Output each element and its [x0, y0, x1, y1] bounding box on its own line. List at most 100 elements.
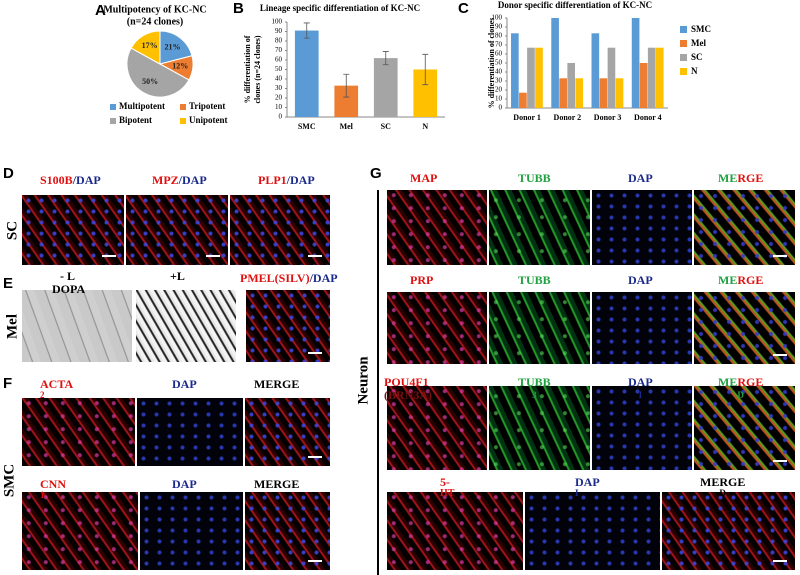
micrograph	[22, 492, 138, 570]
value-label: 12%	[172, 61, 188, 70]
micrograph	[662, 492, 795, 570]
y-axis-label: clones (n=24 clones)	[253, 35, 262, 103]
bar	[413, 69, 438, 117]
caption: TUBB	[518, 274, 551, 287]
error-bar	[303, 22, 310, 39]
caption: MERGE D	[700, 476, 745, 498]
pie-slice	[159, 30, 193, 65]
legend-marker	[680, 54, 687, 61]
error-bar	[422, 53, 429, 86]
legend-label: Bipotent	[119, 115, 152, 125]
legend-marker	[180, 104, 186, 110]
caption-text: DOPA	[52, 282, 86, 296]
caption-text: ACTA	[40, 377, 74, 391]
panel-letter: C	[458, 0, 469, 17]
legend-label: N	[691, 66, 698, 76]
caption: CNN 1	[40, 478, 66, 500]
micrograph	[489, 386, 590, 470]
y-tick-label: 40	[275, 75, 283, 83]
legend-marker	[180, 118, 186, 124]
charts: Multipotency of KC-NC(n=24 clones) 21% Mul…	[103, 0, 711, 131]
caption-text: RGE	[737, 273, 764, 287]
panel-letter: E	[3, 275, 14, 292]
caption-text: S100B	[40, 173, 73, 187]
error-bar	[382, 51, 389, 66]
legend-label: Mel	[691, 38, 706, 48]
x-tick-label: Donor 4	[634, 113, 662, 122]
caption-text: TUBB	[518, 273, 551, 287]
caption: ACTA 2	[40, 378, 73, 400]
caption-text: CNN	[40, 477, 66, 491]
y-tick-label: 20	[495, 86, 503, 94]
x-tick-label: Donor 1	[513, 113, 541, 122]
caption-text: MERGE	[700, 475, 746, 489]
y-tick-label: 50	[495, 59, 503, 67]
bar	[551, 18, 559, 108]
y-tick-label: 80	[275, 37, 283, 45]
micrograph	[387, 190, 487, 265]
caption-text: /DAP	[286, 173, 315, 187]
legend-label: SMC	[691, 24, 711, 34]
caption: MPZ/DAP	[152, 174, 207, 187]
caption: MERGE	[254, 478, 299, 491]
legend-marker	[110, 118, 116, 124]
caption-text: I	[638, 390, 643, 400]
caption-text: ME	[718, 273, 738, 287]
caption: MAP	[410, 172, 437, 185]
chart-title: Donor specific differentiation of KC-NC	[498, 0, 652, 10]
y-tick-label: 70	[495, 41, 503, 49]
micrograph	[592, 386, 692, 470]
caption: S100B/DAP	[40, 174, 101, 187]
caption-text: PMEL(SILV)	[240, 271, 310, 285]
caption: +L	[170, 270, 185, 283]
caption: MERGE	[718, 274, 763, 287]
panel-letter: G	[370, 165, 382, 182]
divider	[377, 190, 379, 575]
caption-text: D	[737, 390, 744, 400]
y-tick-label: 20	[275, 94, 283, 102]
y-axis-label: % differentiation of clones	[487, 18, 496, 109]
caption: DAP	[172, 478, 197, 491]
bar	[655, 47, 664, 108]
panel-letter: B	[233, 0, 244, 17]
caption-text: POU4F1	[384, 375, 429, 389]
caption-text: DAP	[628, 171, 653, 185]
panel-letter: D	[3, 165, 14, 182]
y-tick-label: 40	[495, 68, 503, 76]
caption: MERGE D	[718, 376, 763, 402]
y-tick-label: 90	[495, 23, 503, 31]
value-label: 21%	[165, 43, 181, 52]
caption-text: PLP1	[258, 173, 287, 187]
legend-marker	[680, 68, 687, 75]
y-tick-label: 70	[275, 46, 283, 54]
y-tick-label: 10	[275, 103, 283, 111]
caption: MERGE	[254, 378, 299, 391]
micrograph	[387, 386, 487, 470]
legend-marker	[680, 40, 687, 47]
row-label: SC	[4, 220, 21, 241]
legend-label: Unipotent	[189, 115, 228, 125]
caption-text: PRP	[410, 273, 434, 287]
bar	[591, 33, 600, 108]
micrograph	[136, 290, 236, 362]
caption-text: (BRN3A)	[384, 388, 432, 402]
caption: DAP	[628, 274, 653, 287]
legend-marker	[110, 104, 116, 110]
micrograph	[245, 492, 330, 570]
caption: PRP	[410, 274, 433, 287]
micrograph	[387, 292, 487, 364]
micrograph	[140, 492, 243, 570]
bar	[334, 85, 359, 117]
bar	[615, 78, 624, 108]
caption-text: /DAP	[178, 173, 207, 187]
y-tick-label: 60	[495, 50, 503, 58]
caption: TUBB 3	[518, 376, 551, 402]
bar	[647, 47, 656, 108]
micrograph	[694, 190, 795, 265]
y-tick-label: 90	[275, 27, 283, 35]
caption-text: DAP	[628, 273, 653, 287]
caption-text: /DAP	[72, 173, 101, 187]
caption-text: D	[719, 488, 726, 498]
caption-text: +L	[170, 269, 185, 283]
